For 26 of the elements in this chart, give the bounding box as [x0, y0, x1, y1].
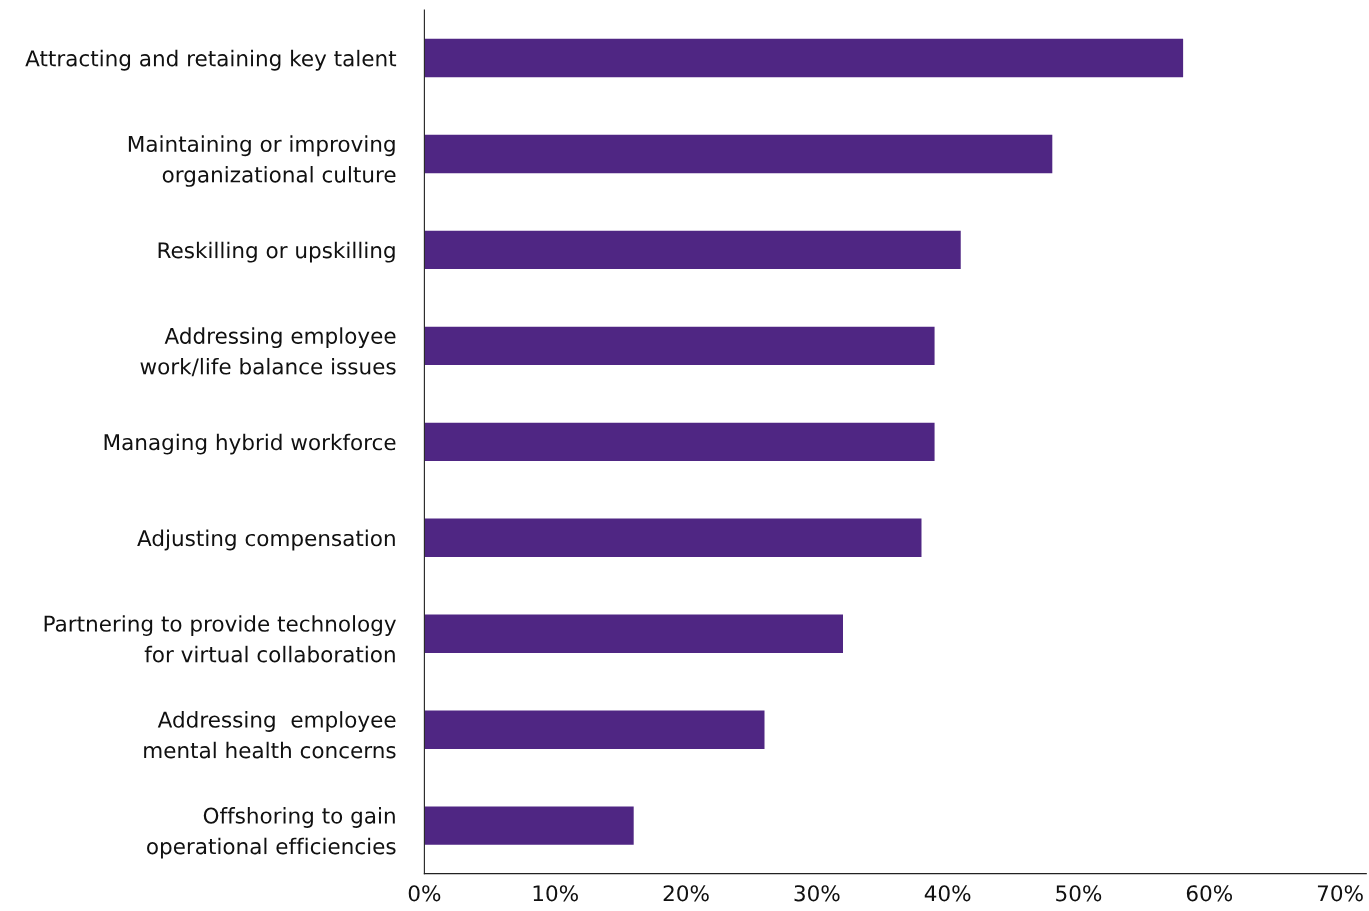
bar [424, 518, 922, 557]
bar [424, 326, 935, 366]
x-tick-label: 0% [408, 885, 441, 902]
y-tick-label: Attracting and retaining key talent [25, 49, 397, 71]
bar [424, 38, 1184, 78]
y-tick-label: Maintaining or improving organizational culture [128, 135, 396, 187]
bar [424, 614, 843, 653]
x-tick-label: 50% [1056, 885, 1102, 902]
y-tick-label: Adjusting compensation [137, 529, 395, 551]
x-tick-label: 20% [663, 885, 709, 902]
x-tick-label: 40% [924, 885, 971, 902]
bar [424, 710, 765, 749]
bar [424, 806, 634, 845]
y-tick-label: Managing hybrid workforce [104, 433, 396, 455]
y-tick-label: Reskilling or upskilling [158, 241, 395, 263]
bar [424, 230, 961, 270]
x-tick-label: 30% [794, 885, 840, 902]
y-tick-label: Partnering to provide technology for virtual collaboration [44, 615, 396, 663]
x-tick-label: 60% [1186, 885, 1233, 902]
y-tick-label: Addressing employee work/life balance issues [140, 327, 396, 377]
bar [424, 422, 935, 462]
y-tick-label: Addressing employee mental health concerns [144, 711, 396, 759]
x-tick-label: 70% [1317, 885, 1363, 902]
y-tick-label: Offshoring to gain operational efficiencies [147, 807, 396, 859]
bar [424, 134, 1053, 174]
x-tick-label: 10% [533, 885, 578, 902]
